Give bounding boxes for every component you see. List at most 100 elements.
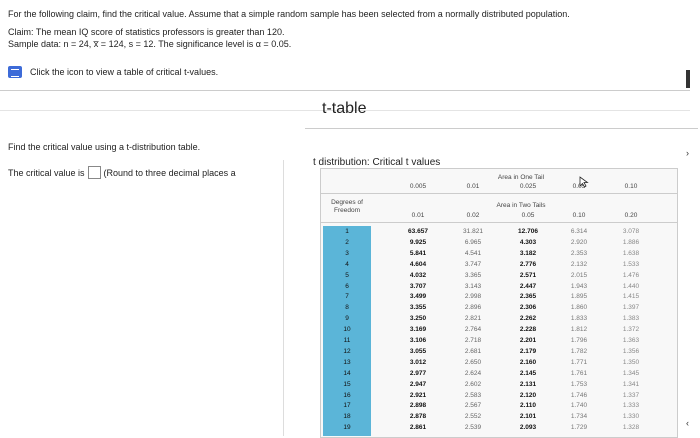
- dof-column-highlight: [323, 226, 371, 436]
- dof-cell: 1: [345, 228, 349, 235]
- critical-value-cell: 2.552: [464, 413, 482, 421]
- one-tail-header: Area in One Tail: [497, 174, 545, 181]
- question-text: Find the critical value using a t-distri…: [8, 142, 201, 152]
- critical-value-cell: 3.365: [464, 271, 482, 279]
- critical-value-cell: 2.977: [409, 369, 427, 377]
- critical-value-cell: 2.262: [519, 315, 537, 323]
- divider: [0, 90, 690, 91]
- dof-cell: 2: [345, 238, 349, 246]
- dof-cell: 8: [345, 304, 349, 312]
- critical-value-cell: 1.333: [622, 402, 640, 410]
- divider: [0, 110, 690, 111]
- critical-value-cell: 2.776: [519, 260, 537, 268]
- claim-text: Claim: The mean IQ score of statistics p…: [8, 27, 285, 37]
- critical-value-cell: 2.120: [519, 391, 537, 399]
- table-row: 19 2.861 2.539 2.093 1.729 1.328: [321, 424, 677, 432]
- critical-value-cell: 1.533: [622, 260, 640, 268]
- critical-value-cell: 2.764: [464, 326, 482, 334]
- critical-value-cell: 3.355: [409, 304, 427, 312]
- table-row: 16 2.921 2.583 2.120 1.746 1.337: [321, 392, 677, 400]
- chevron-left-icon[interactable]: ‹: [686, 418, 689, 428]
- table-row: 12 3.055 2.681 2.179 1.782 1.356: [321, 348, 677, 356]
- dof-label-line: Freedom: [333, 207, 360, 214]
- critical-value-cell: 1.350: [622, 358, 640, 366]
- critical-value-cell: 1.771: [570, 358, 588, 366]
- critical-value-cell: 2.571: [519, 271, 537, 279]
- critical-value-cell: 1.372: [622, 326, 640, 334]
- help-link-row[interactable]: Click the icon to view a table of critic…: [8, 66, 218, 78]
- two-tail-value: 0.10: [572, 212, 586, 219]
- critical-value-cell: 1.356: [622, 347, 640, 355]
- table-row: 5 4.032 3.365 2.571 2.015 1.476: [321, 272, 677, 280]
- mouse-cursor-icon: [579, 176, 589, 188]
- critical-value-cell: 3.012: [409, 358, 427, 366]
- table-row: 14 2.977 2.624 2.145 1.761 1.345: [321, 370, 677, 378]
- one-tail-value: 0.10: [624, 183, 638, 190]
- critical-value-cell: 2.718: [464, 337, 482, 344]
- critical-value-cell: 3.055: [409, 347, 427, 355]
- two-tail-header: Area in Two Tails: [496, 202, 546, 209]
- critical-value-cell: 2.567: [464, 402, 482, 410]
- critical-value-cell: 3.143: [464, 282, 482, 290]
- critical-value-cell: 6.314: [570, 228, 588, 235]
- table-row: 3 5.841 4.541 3.182 2.353 1.638: [321, 250, 677, 258]
- critical-value-cell: 4.541: [464, 249, 482, 257]
- table-row: 6 3.707 3.143 2.447 1.943 1.440: [321, 283, 677, 291]
- critical-value-cell: 2.583: [464, 391, 482, 399]
- dof-cell: 13: [343, 358, 351, 366]
- table-icon[interactable]: [8, 66, 22, 78]
- dof-cell: 15: [343, 380, 351, 388]
- header-divider: [321, 222, 677, 223]
- table-row: 15 2.947 2.602 2.131 1.753 1.341: [321, 381, 677, 389]
- table-row: 2 9.925 6.965 4.303 2.920 1.886: [321, 239, 677, 247]
- critical-value-cell: 3.078: [622, 228, 640, 235]
- critical-value-cell: 1.895: [570, 293, 588, 301]
- critical-value-cell: 9.925: [409, 238, 427, 246]
- table-row: 17 2.898 2.567 2.110 1.740 1.333: [321, 402, 677, 410]
- modal-divider: [305, 128, 698, 129]
- critical-value-cell: 2.624: [464, 369, 482, 377]
- critical-value-cell: 1.415: [622, 293, 640, 301]
- table-subtitle: t distribution: Critical t values: [313, 157, 441, 168]
- table-row: 9 3.250 2.821 2.262 1.833 1.383: [321, 315, 677, 323]
- table-row: 1 63.657 31.821 12.706 6.314 3.078: [321, 228, 677, 236]
- dof-cell: 3: [345, 249, 349, 257]
- critical-value-cell: 2.131: [519, 380, 537, 388]
- critical-value-cell: 1.734: [570, 413, 588, 421]
- one-tail-value: 0.025: [519, 183, 537, 190]
- critical-value-cell: 2.921: [409, 391, 427, 399]
- table-row: 11 3.106 2.718 2.201 1.796 1.363: [321, 337, 677, 345]
- critical-value-cell: 3.169: [409, 326, 427, 334]
- header-divider: [321, 193, 677, 194]
- dof-cell: 11: [343, 337, 351, 344]
- table-row: 8 3.355 2.896 2.306 1.860 1.397: [321, 304, 677, 312]
- critical-value-input[interactable]: [87, 166, 101, 179]
- critical-value-cell: 1.337: [622, 391, 640, 399]
- one-tail-value: 0.005: [409, 183, 427, 190]
- critical-value-cell: 1.476: [622, 271, 640, 279]
- critical-value-cell: 2.861: [409, 424, 427, 432]
- dof-cell: 19: [343, 424, 351, 432]
- critical-value-cell: 3.106: [409, 337, 427, 344]
- critical-value-cell: 1.796: [570, 337, 588, 344]
- chevron-right-icon[interactable]: ›: [686, 148, 689, 158]
- critical-value-cell: 1.761: [570, 369, 588, 377]
- critical-value-cell: 2.228: [519, 326, 537, 334]
- two-tail-value: 0.02: [466, 212, 480, 219]
- dof-header: Degrees of Freedom: [323, 199, 371, 215]
- critical-value-cell: 1.729: [570, 424, 588, 432]
- critical-value-cell: 2.681: [464, 347, 482, 355]
- rounding-instruction: (Round to three decimal places a: [103, 167, 236, 178]
- dof-cell: 4: [345, 260, 349, 268]
- critical-value-cell: 2.160: [519, 358, 537, 366]
- dof-label-line: Degrees of: [331, 199, 363, 206]
- critical-value-cell: 2.110: [520, 402, 536, 410]
- critical-value-cell: 2.920: [570, 238, 588, 246]
- table-row: 7 3.499 2.998 2.365 1.895 1.415: [321, 293, 677, 301]
- critical-value-cell: 2.539: [464, 424, 482, 432]
- help-link-text[interactable]: Click the icon to view a table of critic…: [30, 67, 219, 77]
- critical-value-cell: 2.132: [570, 260, 588, 268]
- critical-value-cell: 2.947: [409, 380, 427, 388]
- critical-value-cell: 2.898: [409, 402, 427, 410]
- scroll-marker[interactable]: [686, 70, 690, 88]
